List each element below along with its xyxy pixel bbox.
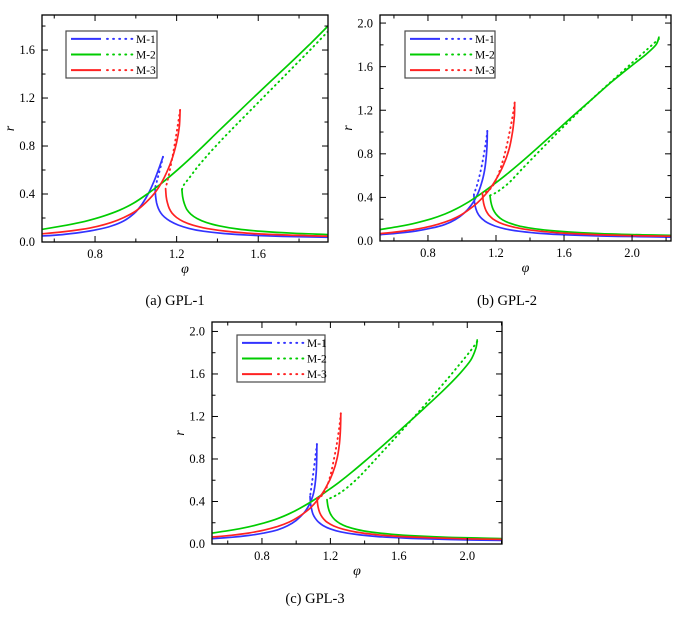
- y-tick-label-a: 0.0: [19, 235, 35, 249]
- curve-c-M-2-stable_upper: [212, 339, 479, 534]
- curve-b-M-3-stable_lower: [481, 192, 671, 238]
- legend-label-M-3: M-3: [307, 369, 327, 381]
- legend-label-M-2: M-2: [136, 50, 156, 62]
- axis-ticks-a: [42, 15, 328, 243]
- x-tick-label-a: 0.8: [87, 247, 103, 261]
- y-axis-label-c: r: [173, 430, 188, 436]
- curve-c-M-3-stable_upper: [212, 412, 342, 538]
- x-axis-label-a: φ: [181, 262, 189, 277]
- legend-a: M-1 M-2 M-3: [65, 30, 158, 79]
- curve-a-M-3-stable_lower: [164, 187, 328, 238]
- curve-b-M-2-unstable: [489, 37, 660, 197]
- y-tick-label-b: 1.6: [357, 60, 373, 74]
- curve-b-M-3-stable_upper: [380, 101, 516, 235]
- legend-label-M-3: M-3: [475, 65, 495, 77]
- x-tick-label-b: 0.8: [420, 246, 436, 260]
- curve-b-M-3-unstable: [481, 101, 516, 195]
- y-tick-label-c: 0.0: [189, 537, 205, 551]
- curve-c-M-2-stable_lower: [326, 498, 502, 540]
- y-tick-label-b: 0.4: [357, 191, 373, 205]
- legend-label-M-1: M-1: [475, 34, 495, 46]
- curve-c-M-1-stable_upper: [212, 443, 318, 540]
- y-tick-label-b: 0.8: [357, 147, 373, 161]
- axis-frame-c: [211, 321, 503, 545]
- axis-ticks-c: [212, 322, 502, 545]
- curve-c-M-1-unstable: [309, 443, 318, 498]
- curve-b-M-2-stable_lower: [489, 194, 671, 237]
- subplot-c: 0.8 1.2 1.6 2.00.00.40.81.21.62.0φrM-1M-2M-…: [173, 321, 503, 579]
- curve-a-M-2-stable_upper: [42, 25, 328, 231]
- curves-a: [42, 25, 328, 239]
- curve-a-M-3-unstable: [164, 109, 182, 190]
- y-axis-label-b: r: [341, 125, 356, 131]
- curve-c-M-3-unstable: [316, 412, 342, 500]
- curve-c-M-1-stable_lower: [309, 495, 502, 542]
- y-tick-label-b: 1.2: [357, 103, 373, 117]
- y-tick-label-c: 0.8: [189, 452, 205, 466]
- y-tick-label-c: 0.4: [189, 495, 205, 509]
- y-tick-label-a: 0.4: [19, 187, 35, 201]
- axis-frame-a: [41, 14, 329, 243]
- x-tick-label-a: 1.6: [250, 247, 266, 261]
- caption-subplot-a: (a) GPL-1: [145, 293, 205, 309]
- subplot-b: 0.8 1.2 1.6 2.00.00.40.81.21.62.0φrM-1M-2M-…: [341, 14, 672, 276]
- curve-b-M-1-stable_upper: [380, 130, 489, 236]
- curve-b-M-2-stable_upper: [380, 36, 660, 231]
- curve-c-M-2-unstable: [326, 340, 479, 501]
- axis-frame-b: [379, 14, 672, 242]
- curve-a-M-1-unstable: [154, 155, 164, 189]
- subplot-a: 0.8 1.2 1.6 0.0 0.4 0.8 1.2 1.6 φ r M-1 M-2 M-3: [3, 14, 329, 277]
- legend-c: M-1 M-2 M-3: [236, 334, 327, 383]
- caption-subplot-c: (c) GPL-3: [285, 591, 345, 607]
- legend-label-M-2: M-2: [307, 354, 327, 366]
- x-tick-label-c: 1.2: [323, 549, 339, 563]
- curve-b-M-1-stable_lower: [473, 193, 671, 238]
- legend-label-M-3: M-3: [136, 65, 156, 77]
- legend-b: M-1 M-2 M-3: [404, 30, 496, 79]
- caption-subplot-b: (b) GPL-2: [476, 293, 538, 309]
- y-tick-label-c: 2.0: [189, 325, 205, 339]
- y-tick-label-b: 2.0: [357, 16, 373, 30]
- y-tick-label-a: 1.2: [19, 91, 35, 105]
- y-tick-label-c: 1.6: [189, 367, 205, 381]
- x-tick-label-b: 1.6: [556, 246, 572, 260]
- x-tick-label-c: 0.8: [254, 549, 270, 563]
- x-tick-label-c: 1.6: [391, 549, 407, 563]
- legend-label-M-2: M-2: [475, 50, 495, 62]
- curves-b: [380, 36, 671, 238]
- x-tick-label-c: 2.0: [459, 549, 475, 563]
- x-tick-label-b: 1.2: [488, 246, 504, 260]
- curve-a-M-2-unstable: [180, 30, 328, 191]
- curves-c: [212, 339, 502, 542]
- curve-a-M-3-stable_upper: [42, 109, 181, 235]
- legend-label-M-1: M-1: [307, 338, 327, 350]
- y-axis-label-a: r: [3, 125, 18, 131]
- axis-ticks-b: [380, 15, 671, 242]
- x-tick-label-a: 1.2: [169, 247, 185, 261]
- y-tick-label-a: 1.6: [19, 43, 35, 57]
- y-tick-label-a: 0.8: [19, 139, 35, 153]
- x-axis-label-c: φ: [353, 564, 361, 579]
- x-axis-label-b: φ: [522, 261, 530, 276]
- curve-a-M-1-stable_lower: [154, 187, 328, 239]
- y-tick-label-c: 1.2: [189, 410, 205, 424]
- y-tick-label-b: 0.0: [357, 234, 373, 248]
- curve-a-M-2-stable_lower: [181, 188, 328, 236]
- x-tick-label-b: 2.0: [624, 246, 640, 260]
- legend-label-M-1: M-1: [136, 34, 156, 46]
- curve-c-M-3-stable_lower: [316, 497, 502, 541]
